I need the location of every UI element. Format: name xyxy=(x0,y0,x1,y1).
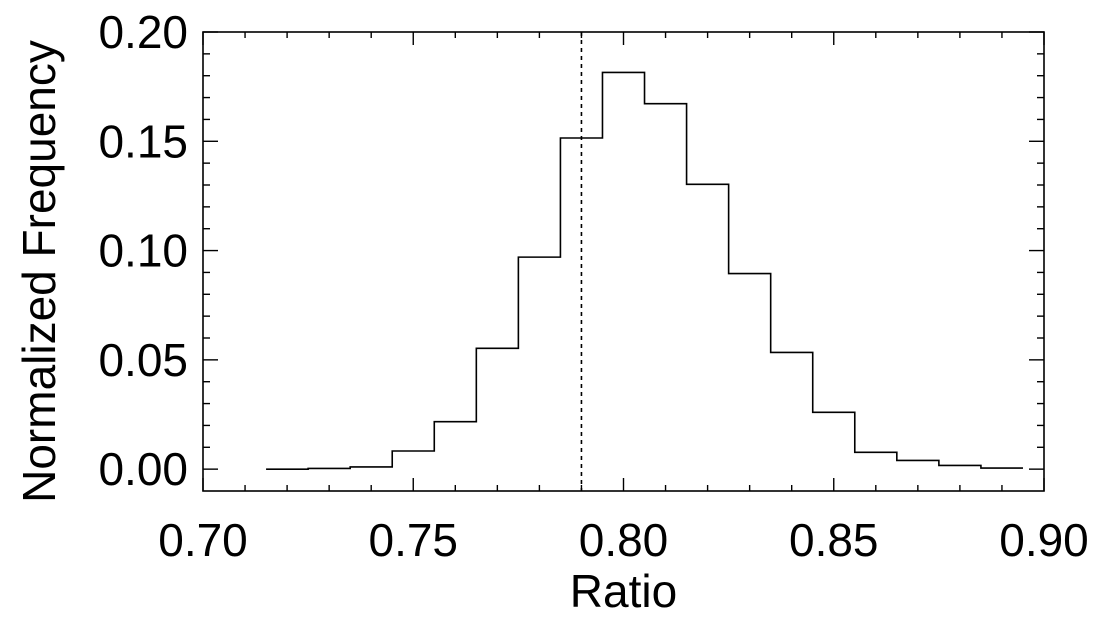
y-tick-label: 0.20 xyxy=(98,6,188,58)
y-axis-title: Normalized Frequency xyxy=(13,40,65,503)
y-tick-label: 0.10 xyxy=(98,225,188,277)
y-tick-label: 0.00 xyxy=(98,443,188,495)
histogram-outline xyxy=(266,71,1023,470)
plot-frame xyxy=(202,31,1045,492)
x-tick-labels: 0.70 0.75 0.80 0.85 0.90 xyxy=(158,514,1089,566)
x-tick-label: 0.90 xyxy=(999,514,1089,566)
tick-marks xyxy=(202,31,1045,491)
y-tick-labels: 0.00 0.05 0.10 0.15 0.20 xyxy=(98,6,188,495)
y-tick-label: 0.05 xyxy=(98,334,188,386)
x-tick-label: 0.80 xyxy=(579,514,669,566)
x-axis-title: Ratio xyxy=(570,565,677,617)
x-tick-label: 0.85 xyxy=(789,514,879,566)
x-tick-label: 0.75 xyxy=(368,514,458,566)
x-tick-label: 0.70 xyxy=(158,514,248,566)
y-tick-label: 0.15 xyxy=(98,115,188,167)
